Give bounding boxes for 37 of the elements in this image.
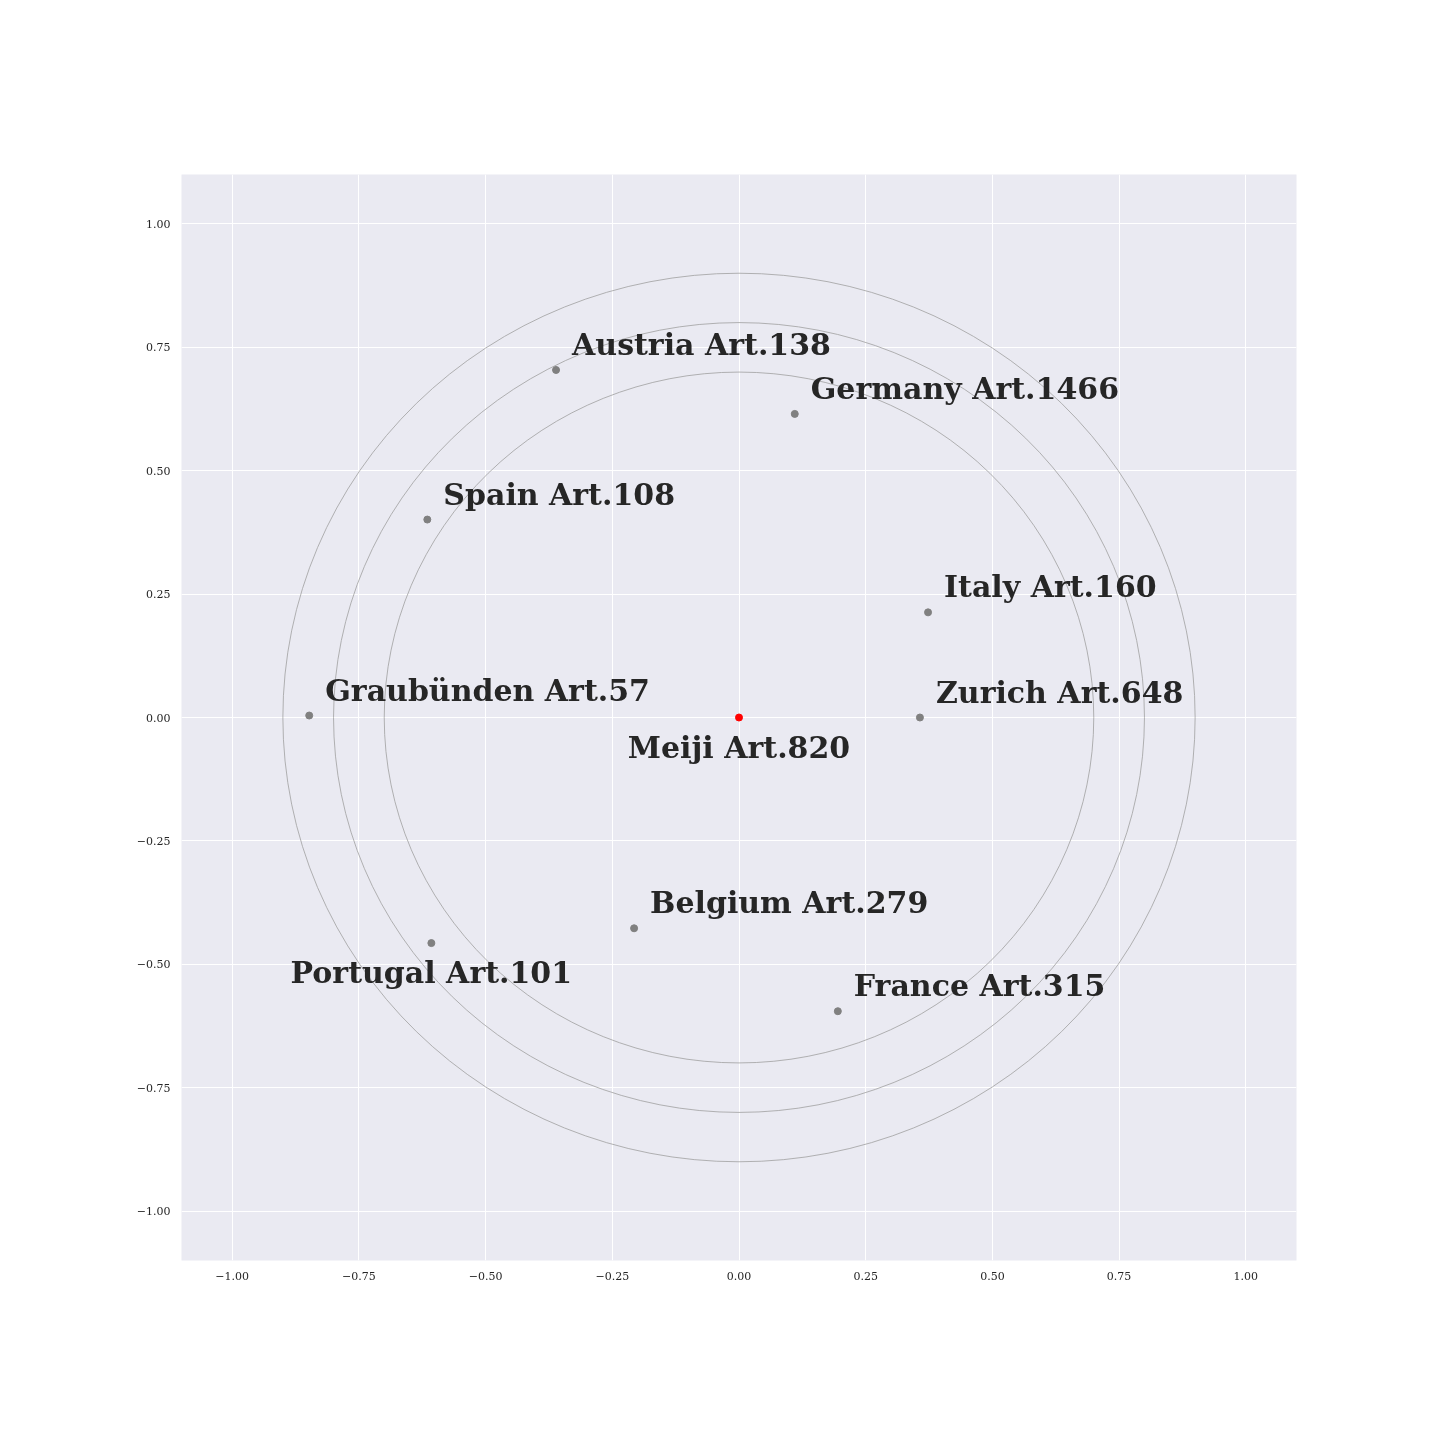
y-tick-label: −0.25	[136, 834, 171, 848]
point	[915, 713, 924, 722]
data-label: Germany Art.1466	[810, 370, 1120, 406]
x-tick-label: −0.25	[595, 1269, 630, 1283]
data-label: Portugal Art.101	[290, 955, 573, 991]
point	[423, 515, 432, 524]
y-tick-label: −0.50	[136, 958, 171, 972]
x-tick-label: −1.00	[215, 1269, 250, 1283]
data-label: Graubünden Art.57	[325, 672, 650, 708]
x-tick-label: 0.25	[853, 1269, 878, 1283]
data-label: France Art.315	[853, 968, 1106, 1004]
point	[833, 1007, 842, 1016]
y-tick-label: 0.00	[146, 711, 171, 725]
x-tick-label: 0.50	[980, 1269, 1005, 1283]
point	[630, 924, 639, 933]
data-label: Spain Art.108	[443, 476, 676, 512]
point	[924, 608, 933, 617]
y-tick-label: −1.00	[136, 1205, 171, 1219]
data-label: Italy Art.160	[944, 569, 1157, 605]
x-tick-label: −0.50	[468, 1269, 503, 1283]
x-tick-label: 0.75	[1106, 1269, 1132, 1283]
point	[427, 939, 436, 948]
x-tick-label: −0.75	[342, 1269, 376, 1283]
y-tick-label: −0.75	[136, 1081, 171, 1095]
y-tick-label: 0.75	[146, 341, 171, 355]
y-tick-label: 0.25	[146, 588, 171, 602]
y-tick-label: 1.00	[146, 217, 171, 231]
data-label: Austria Art.138	[571, 326, 831, 362]
point	[552, 365, 561, 374]
x-tick-label: 0.00	[726, 1269, 752, 1283]
x-tick-label: 1.00	[1233, 1269, 1259, 1283]
data-label: Zurich Art.648	[935, 674, 1184, 710]
point	[790, 409, 799, 418]
data-label: Meiji Art.820	[627, 729, 851, 765]
data-label: Belgium Art.279	[650, 885, 929, 921]
point	[305, 711, 314, 720]
y-tick-label: 0.50	[146, 464, 171, 478]
